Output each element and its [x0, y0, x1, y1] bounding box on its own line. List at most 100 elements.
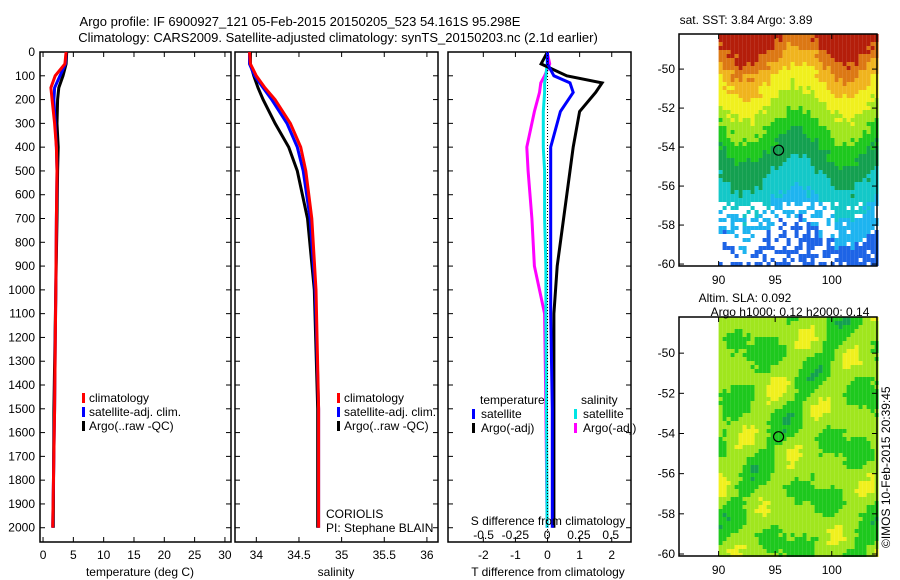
map-cell: [766, 198, 771, 202]
map-cell: [718, 190, 723, 194]
map-cell: [862, 449, 867, 453]
map-cell: [734, 369, 739, 373]
map-cell: [794, 349, 799, 353]
map-cell: [814, 453, 819, 457]
map-cell: [854, 106, 859, 110]
map-cell: [722, 78, 727, 82]
map-cell: [746, 82, 751, 86]
map-cell: [818, 537, 823, 541]
map-cell: [766, 421, 771, 425]
map-cell: [854, 429, 859, 433]
map-cell: [842, 74, 847, 78]
map-cell: [754, 142, 759, 146]
map-cell: [782, 505, 787, 509]
map-cell: [762, 521, 767, 525]
map-cell: [742, 453, 747, 457]
map-cell: [762, 369, 767, 373]
map-cell: [762, 126, 767, 130]
map-cell: [734, 70, 739, 74]
map-cell: [854, 433, 859, 437]
map-cell: [850, 381, 855, 385]
map-cell: [734, 325, 739, 329]
map-cell: [814, 533, 819, 537]
map-cell: [834, 509, 839, 513]
map-cell: [754, 461, 759, 465]
map-cell: [742, 222, 747, 226]
map-cell: [822, 489, 827, 493]
map-cell: [790, 106, 795, 110]
map-cell: [730, 341, 735, 345]
map-cell: [842, 178, 847, 182]
map-cell: [786, 94, 791, 98]
map-cell: [810, 258, 815, 262]
map-cell: [830, 477, 835, 481]
map-cell: [738, 413, 743, 417]
map-cell: [830, 94, 835, 98]
map-cell: [862, 333, 867, 337]
legend-swatch: [472, 423, 475, 433]
map-cell: [834, 529, 839, 533]
map-cell: [810, 425, 815, 429]
map-cell: [854, 178, 859, 182]
map-cell: [854, 174, 859, 178]
map-cell: [778, 250, 783, 254]
map-cell: [730, 541, 735, 545]
map-cell: [846, 194, 851, 198]
map-cell: [830, 513, 835, 517]
map-cell: [810, 433, 815, 437]
map-cell: [786, 198, 791, 202]
map-cell: [814, 186, 819, 190]
map-cell: [818, 409, 823, 413]
map-cell: [870, 329, 875, 333]
map-cell: [746, 74, 751, 78]
map-cell: [822, 170, 827, 174]
map-cell: [782, 373, 787, 377]
map-cell: [726, 445, 731, 449]
map-cell: [718, 449, 723, 453]
map-cell: [730, 485, 735, 489]
map-cell: [826, 86, 831, 90]
map-cell: [806, 437, 811, 441]
map-cell: [826, 182, 831, 186]
map-cell: [814, 333, 819, 337]
map-cell: [850, 58, 855, 62]
map-cell: [790, 389, 795, 393]
map-cell: [726, 397, 731, 401]
map-cell: [858, 46, 863, 50]
map-cell: [786, 174, 791, 178]
map-cell: [734, 202, 739, 206]
map-cell: [746, 182, 751, 186]
map-cell: [850, 361, 855, 365]
map-cell: [870, 477, 875, 481]
map-cell: [810, 397, 815, 401]
map-cell: [810, 66, 815, 70]
map-cell: [766, 521, 771, 525]
map-cell: [770, 46, 775, 50]
map-cell: [858, 425, 863, 429]
map-cell: [746, 114, 751, 118]
map-cell: [734, 142, 739, 146]
map-cell: [786, 90, 791, 94]
map-cell: [750, 186, 755, 190]
map-cell: [818, 389, 823, 393]
map-cell: [830, 489, 835, 493]
map-cell: [750, 82, 755, 86]
map-cell: [746, 517, 751, 521]
map-cell: [818, 449, 823, 453]
map-cell: [846, 549, 851, 553]
map-cell: [742, 146, 747, 150]
map-cell: [842, 385, 847, 389]
map-cell: [802, 130, 807, 134]
map-cell: [770, 341, 775, 345]
map-cell: [866, 393, 871, 397]
map-cell: [746, 349, 751, 353]
map-cell: [782, 150, 787, 154]
map-cell: [722, 517, 727, 521]
map-cell: [834, 341, 839, 345]
map-cell: [830, 321, 835, 325]
map-cell: [734, 254, 739, 258]
map-cell: [746, 106, 751, 110]
map-cell: [750, 385, 755, 389]
map-cell: [718, 102, 723, 106]
map-cell: [734, 337, 739, 341]
